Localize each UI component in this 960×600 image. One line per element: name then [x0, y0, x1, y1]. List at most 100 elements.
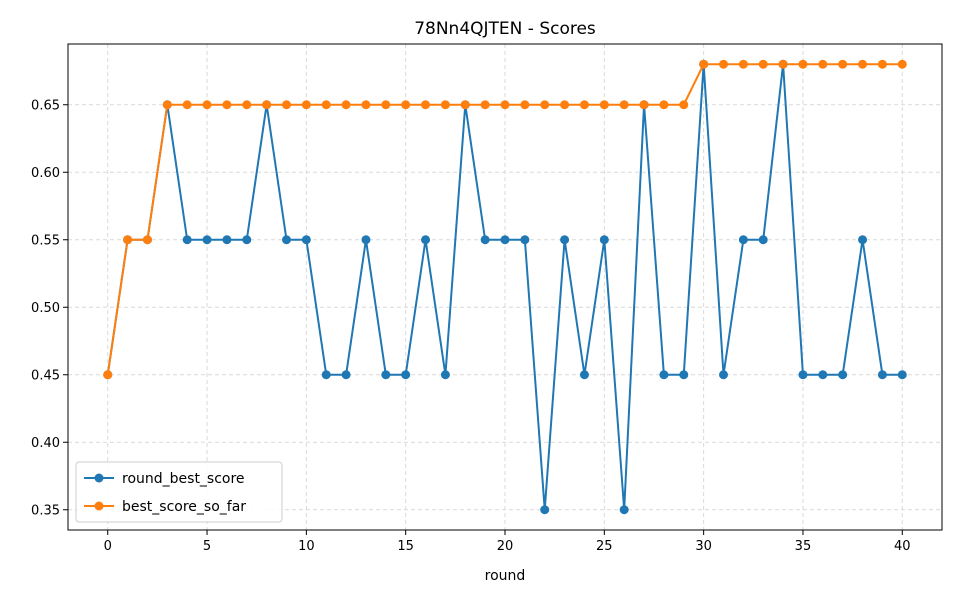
- legend: round_best_score best_score_so_far: [75, 461, 283, 523]
- y-tick-label: 0.50: [31, 301, 60, 316]
- data-point: [262, 100, 272, 110]
- data-point: [798, 59, 808, 69]
- data-point: [719, 370, 728, 380]
- x-axis: 0 5 10 15 20 25 30 35 40: [104, 530, 911, 554]
- data-point: [440, 370, 450, 380]
- x-tick-label: 25: [596, 539, 613, 554]
- data-point: [421, 235, 431, 245]
- data-point: [599, 100, 609, 110]
- data-point: [480, 235, 490, 245]
- data-point: [202, 235, 212, 245]
- data-point: [182, 100, 192, 110]
- data-point: [123, 235, 133, 245]
- data-point: [321, 370, 331, 380]
- data-point: [619, 505, 629, 515]
- data-point: [897, 370, 907, 380]
- legend-marker: [94, 473, 104, 483]
- data-point: [222, 100, 232, 110]
- data-point: [758, 59, 768, 69]
- data-point: [520, 100, 530, 110]
- data-point: [341, 370, 351, 380]
- data-point: [301, 100, 311, 110]
- data-point: [520, 235, 530, 245]
- x-tick-label: 0: [104, 539, 112, 554]
- data-point: [818, 370, 828, 380]
- data-point: [699, 59, 709, 69]
- x-tick-label: 40: [894, 539, 911, 554]
- y-tick-label: 0.40: [31, 436, 60, 451]
- data-point: [659, 100, 669, 110]
- legend-marker: [94, 501, 104, 511]
- data-point: [103, 370, 113, 380]
- data-point: [381, 100, 391, 110]
- data-point: [579, 100, 589, 110]
- data-point: [679, 370, 689, 380]
- data-point: [738, 235, 748, 245]
- data-point: [242, 100, 252, 110]
- y-tick-label: 0.65: [31, 98, 60, 113]
- data-point: [421, 100, 431, 110]
- chart-title: 78Nn4QJTEN - Scores: [414, 19, 596, 39]
- data-point: [659, 370, 669, 380]
- x-tick-label: 5: [203, 539, 211, 554]
- data-point: [877, 59, 887, 69]
- y-tick-label: 0.45: [31, 368, 60, 383]
- data-point: [222, 235, 232, 245]
- data-point: [560, 235, 570, 245]
- x-tick-label: 30: [695, 539, 712, 554]
- data-point: [242, 235, 252, 245]
- data-point: [440, 100, 450, 110]
- data-point: [460, 100, 470, 110]
- data-point: [202, 100, 212, 110]
- x-axis-label: round: [485, 568, 526, 584]
- data-point: [679, 100, 689, 110]
- legend-label: round_best_score: [122, 471, 245, 487]
- data-point: [738, 59, 748, 69]
- data-point: [500, 235, 510, 245]
- data-point: [500, 100, 510, 110]
- data-point: [480, 100, 490, 110]
- data-point: [381, 370, 391, 380]
- data-point: [858, 235, 868, 245]
- data-point: [818, 59, 828, 69]
- y-axis: 0.35 0.40 0.45 0.50 0.55 0.60 0.65: [31, 98, 68, 518]
- y-tick-label: 0.35: [31, 503, 60, 518]
- series-layer: [103, 59, 907, 515]
- data-point: [321, 100, 331, 110]
- data-point: [798, 370, 808, 380]
- data-point: [361, 235, 371, 245]
- data-point: [560, 100, 570, 110]
- data-point: [401, 370, 411, 380]
- data-point: [719, 59, 728, 69]
- data-point: [142, 235, 152, 245]
- data-point: [361, 100, 371, 110]
- series-best_score_so_far: [103, 59, 907, 380]
- data-point: [619, 100, 629, 110]
- data-point: [579, 370, 589, 380]
- data-point: [301, 235, 311, 245]
- data-point: [639, 100, 649, 110]
- data-point: [401, 100, 411, 110]
- legend-box: [75, 461, 283, 523]
- data-point: [838, 59, 848, 69]
- data-point: [282, 100, 291, 110]
- data-point: [341, 100, 351, 110]
- data-point: [858, 59, 868, 69]
- data-point: [162, 100, 172, 110]
- data-point: [182, 235, 192, 245]
- x-tick-label: 15: [397, 539, 414, 554]
- x-tick-label: 20: [497, 539, 514, 554]
- data-point: [877, 370, 887, 380]
- data-point: [599, 235, 609, 245]
- data-point: [282, 235, 291, 245]
- data-point: [758, 235, 768, 245]
- x-tick-label: 10: [298, 539, 315, 554]
- data-point: [838, 370, 848, 380]
- data-point: [540, 505, 550, 515]
- grid: [68, 44, 942, 530]
- y-tick-label: 0.55: [31, 233, 60, 248]
- x-tick-label: 35: [795, 539, 812, 554]
- legend-label: best_score_so_far: [122, 499, 246, 515]
- data-point: [897, 59, 907, 69]
